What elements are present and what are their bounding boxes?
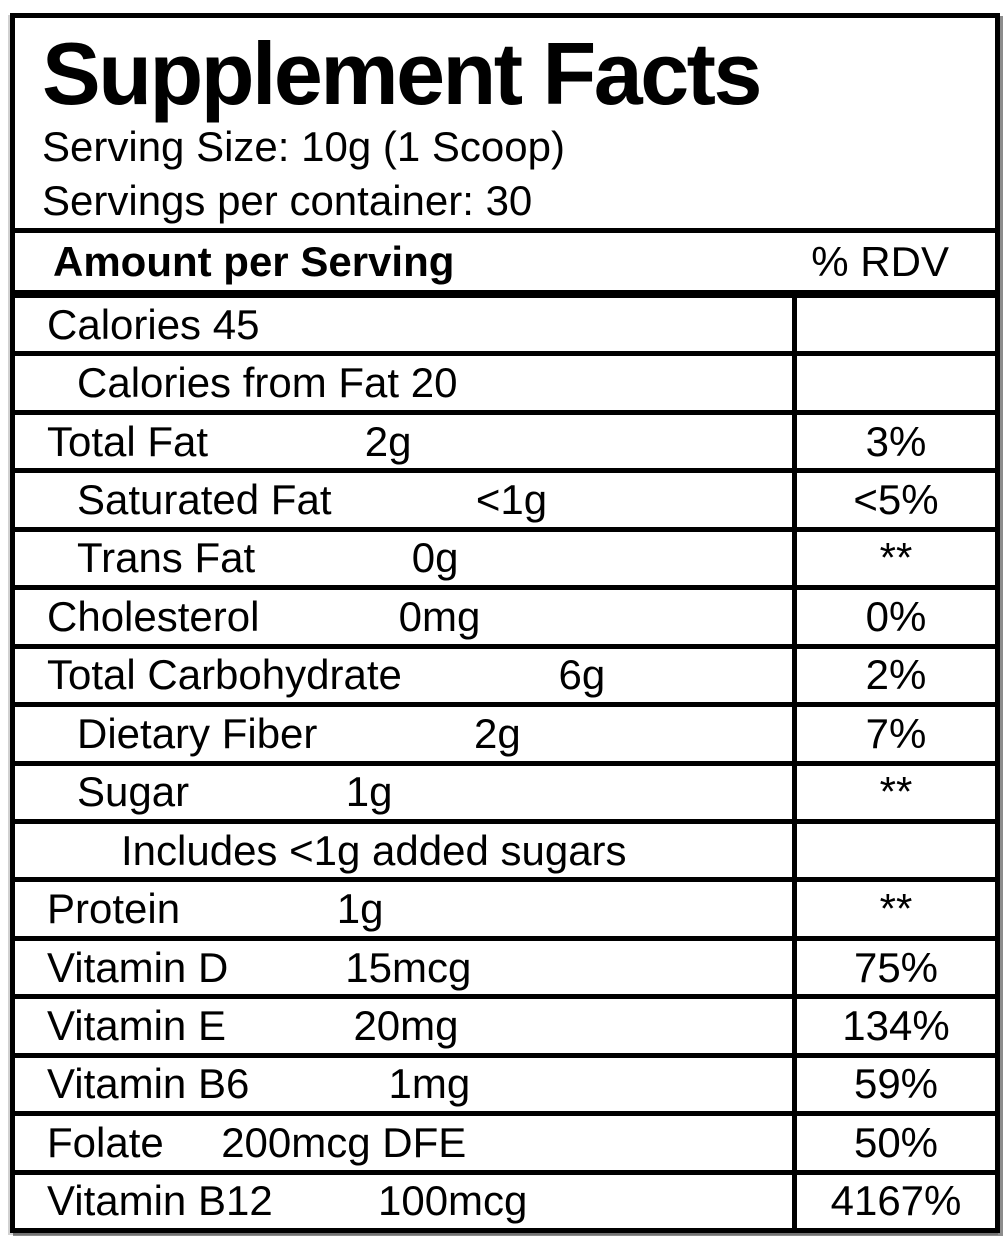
table-row: Cholesterol 0mg 0% (15, 590, 995, 649)
nutrient-label: Calories 45 (47, 300, 260, 348)
nutrient-label: Folate (47, 1118, 164, 1166)
nutrient-amount: 6g (558, 651, 606, 699)
nutrient-label: Calories from Fat 20 (77, 359, 458, 407)
rdv-cell: 50% (792, 1116, 995, 1170)
table-row: Vitamin D 15mcg 75% (15, 940, 995, 1000)
rdv-cell: 134% (792, 999, 995, 1053)
nutrient-label: Includes <1g added sugars (121, 826, 627, 874)
nutrient-cell: Folate 200mcg DFE (15, 1116, 792, 1169)
rdv-value: 134% (842, 1001, 950, 1049)
nutrient-label: Vitamin B6 (47, 1060, 250, 1108)
nutrient-cell: Vitamin E 20mg (15, 999, 792, 1052)
rdv-cell: 4167% (792, 1174, 995, 1228)
rdv-cell: 2% (792, 648, 995, 703)
rdv-cell: ** (792, 882, 995, 936)
rdv-value: 75% (853, 943, 939, 991)
nutrient-label: Trans Fat (77, 534, 256, 582)
nutrient-cell: Calories 45 (15, 298, 792, 351)
nutrient-label: Vitamin B12 (47, 1177, 273, 1225)
nutrient-label: Protein (47, 885, 181, 933)
rdv-value: ** (879, 885, 913, 933)
column-header-row: Amount per Serving % RDV (15, 233, 995, 298)
nutrient-label: Vitamin D (47, 943, 229, 991)
nutrient-amount: 20mg (353, 1001, 459, 1049)
nutrient-cell: Dietary Fiber 2g (15, 707, 792, 760)
rdv-value: 50% (853, 1118, 939, 1166)
rdv-value: 3% (865, 417, 927, 465)
nutrient-cell: Total Fat 2g (15, 415, 792, 468)
rdv-cell (792, 823, 995, 878)
nutrient-label: Sugar (77, 768, 190, 816)
table-row: Dietary Fiber 2g 7% (15, 707, 995, 766)
rdv-value: 2% (865, 651, 927, 699)
table-row: Folate 200mcg DFE 50% (15, 1116, 995, 1175)
nutrient-cell: Trans Fat 0g (15, 532, 792, 585)
nutrient-label: Dietary Fiber (77, 709, 318, 757)
table-row: Includes <1g added sugars (15, 823, 995, 883)
rdv-value: 59% (853, 1060, 939, 1108)
supplement-facts-label: Supplement Facts Serving Size: 10g (1 Sc… (10, 13, 1000, 1233)
table-row: Sugar 1g ** (15, 765, 995, 824)
rdv-cell: 7% (792, 707, 995, 761)
amount-per-serving-header: Amount per Serving (53, 237, 455, 285)
nutrient-cell: Sugar 1g (15, 766, 792, 819)
nutrient-cell: Vitamin B12 100mcg (15, 1175, 792, 1228)
rdv-value: <5% (853, 476, 939, 524)
nutrient-label: Total Carbohydrate (47, 651, 402, 699)
nutrient-amount: 200mcg DFE (221, 1118, 467, 1166)
table-row: Vitamin E 20mg 134% (15, 999, 995, 1058)
nutrient-cell: Includes <1g added sugars (15, 824, 792, 877)
nutrient-amount: 2g (364, 417, 412, 465)
rdv-header: % RDV (811, 237, 949, 285)
nutrient-label: Total Fat (47, 417, 209, 465)
nutrient-label: Cholesterol (47, 592, 260, 640)
nutrient-label: Saturated Fat (77, 476, 332, 524)
rdv-cell: ** (792, 531, 995, 586)
nutrient-cell: Cholesterol 0mg (15, 590, 792, 643)
nutrient-cell: Saturated Fat <1g (15, 473, 792, 526)
rdv-value: 0% (865, 592, 927, 640)
table-row: Calories 45 (15, 298, 995, 357)
nutrient-cell: Protein 1g (15, 882, 792, 935)
table-row: Saturated Fat <1g <5% (15, 473, 995, 532)
table-row: Total Fat 2g 3% (15, 414, 995, 474)
nutrient-amount: 15mcg (345, 943, 472, 991)
rdv-cell (792, 298, 995, 352)
nutrient-amount: <1g (475, 476, 548, 524)
facts-table: Calories 45 Calories from Fat 20 Total F… (15, 298, 995, 1228)
rdv-cell: 59% (792, 1057, 995, 1112)
rdv-cell: <5% (792, 473, 995, 527)
rdv-cell: 0% (792, 590, 995, 644)
servings-per-container-text: Servings per container: 30 (42, 177, 533, 224)
rdv-value: ** (879, 768, 913, 816)
rdv-value: ** (879, 534, 913, 582)
rdv-cell: 75% (792, 940, 995, 995)
nutrient-amount: 1g (345, 768, 393, 816)
table-row: Protein 1g ** (15, 882, 995, 941)
table-row: Trans Fat 0g ** (15, 531, 995, 591)
nutrient-amount: 1mg (388, 1060, 471, 1108)
nutrient-cell: Vitamin D 15mcg (15, 941, 792, 994)
rdv-cell: 3% (792, 414, 995, 469)
nutrient-amount: 0g (411, 534, 459, 582)
nutrient-amount: 0mg (398, 592, 481, 640)
table-row: Total Carbohydrate 6g 2% (15, 648, 995, 708)
serving-size-text: Serving Size: 10g (1 Scoop) (42, 123, 565, 170)
table-row: Calories from Fat 20 (15, 356, 995, 415)
label-header: Supplement Facts Serving Size: 10g (1 Sc… (15, 18, 995, 233)
facts-title: Supplement Facts (42, 24, 762, 123)
nutrient-amount: 1g (336, 885, 384, 933)
nutrient-label: Vitamin E (47, 1001, 226, 1049)
nutrient-cell: Vitamin B6 1mg (15, 1058, 792, 1111)
rdv-value: 7% (865, 709, 927, 757)
nutrient-amount: 2g (474, 709, 521, 757)
table-row: Vitamin B6 1mg 59% (15, 1057, 995, 1117)
table-row: Vitamin B12 100mcg 4167% (15, 1174, 995, 1228)
rdv-cell (792, 356, 995, 410)
nutrient-amount: 100mcg (377, 1177, 528, 1225)
nutrient-cell: Total Carbohydrate 6g (15, 649, 792, 702)
rdv-cell: ** (792, 765, 995, 819)
rdv-value: 4167% (830, 1177, 962, 1225)
nutrient-cell: Calories from Fat 20 (15, 356, 792, 409)
